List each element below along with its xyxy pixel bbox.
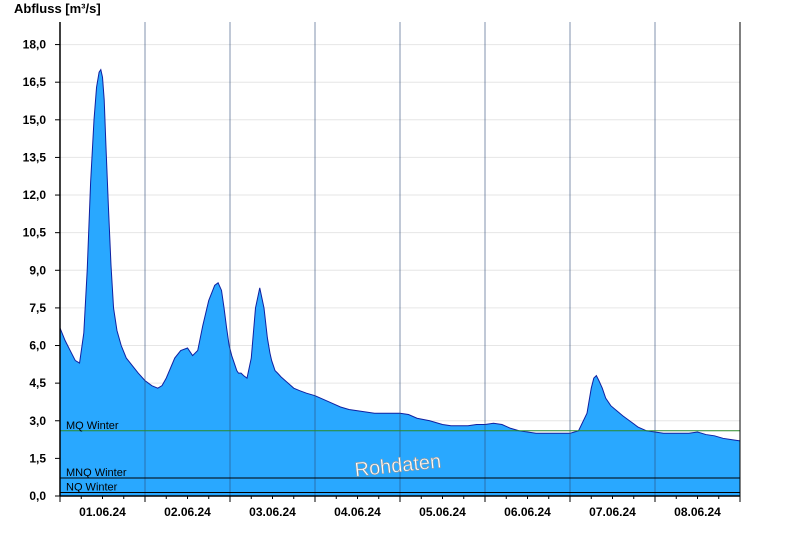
y-tick-label: 15,0 (23, 113, 47, 127)
y-tick-label: 18,0 (23, 38, 47, 52)
y-tick-label: 16,5 (23, 75, 47, 89)
x-tick-label: 05.06.24 (419, 505, 466, 519)
y-tick-label: 6,0 (29, 339, 46, 353)
reference-line-label: NQ Winter (66, 481, 118, 493)
axes: 0,0 1,5 3,0 4,5 6,0 7,5 9,0 10,5 12,0 13,5 15,0 16,… (23, 22, 741, 519)
area-layer (59, 22, 741, 497)
y-tick-label: 7,5 (29, 301, 46, 315)
y-tick-label: 1,5 (29, 451, 46, 465)
y-tick-label: 12,0 (23, 188, 47, 202)
y-tick-label: 4,5 (29, 376, 46, 390)
reference-lines: MQ Winter MNQ Winter NQ Winter (60, 420, 740, 493)
x-tick-label: 08.06.24 (674, 505, 721, 519)
x-tick-label: 07.06.24 (589, 505, 636, 519)
y-tick-label: 9,0 (29, 263, 46, 277)
y-tick-label: 13,5 (23, 150, 47, 164)
x-tick-label: 03.06.24 (249, 505, 296, 519)
y-tick-label: 10,5 (23, 226, 47, 240)
x-tick-label: 02.06.24 (164, 505, 211, 519)
reference-line-label: MQ Winter (66, 420, 119, 432)
x-tick-label: 01.06.24 (79, 505, 126, 519)
discharge-line (59, 68, 741, 442)
y-tick-label: 0,0 (29, 489, 46, 503)
y-tick-label: 3,0 (29, 414, 46, 428)
x-tick-label: 04.06.24 (334, 505, 381, 519)
reference-line-label: MNQ Winter (66, 467, 127, 479)
x-tick-label: 06.06.24 (504, 505, 551, 519)
y-axis-title: Abfluss [m³/s] (14, 1, 101, 16)
